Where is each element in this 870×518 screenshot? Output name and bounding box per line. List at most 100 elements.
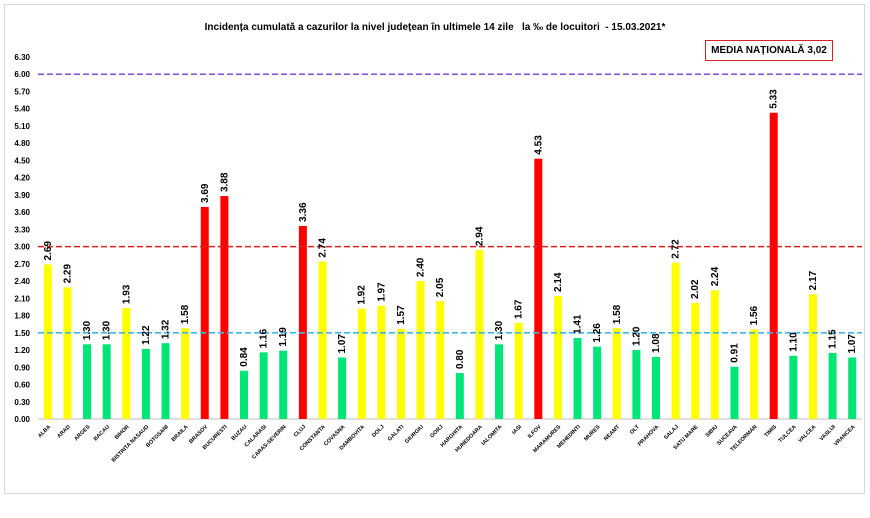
- data-label: 3.69: [200, 183, 211, 203]
- bar: [573, 337, 582, 419]
- chart-title: Incidența cumulată a cazurilor la nivel …: [204, 22, 666, 33]
- data-label: 1.20: [631, 326, 642, 346]
- bar: [593, 346, 602, 419]
- y-tick-label: 3.30: [14, 225, 30, 234]
- bar: [436, 301, 445, 419]
- bar: [259, 352, 268, 419]
- category-label: BUZAU: [231, 424, 249, 442]
- data-label: 3.36: [298, 202, 309, 222]
- category-label: ALBA: [37, 424, 52, 439]
- data-label: 1.93: [121, 284, 132, 304]
- data-label: 1.19: [278, 327, 289, 347]
- data-label: 5.33: [769, 89, 780, 109]
- y-tick-label: 3.00: [14, 243, 30, 252]
- category-label: ARAD: [56, 424, 71, 439]
- bar: [220, 196, 229, 419]
- data-label: 2.24: [710, 266, 721, 286]
- bar: [612, 328, 621, 419]
- data-label: 0.91: [729, 343, 740, 363]
- data-label: 1.15: [828, 329, 839, 349]
- category-label: CARAS-SEVERIN: [251, 424, 287, 460]
- bar: [279, 350, 288, 419]
- national-average-box: MEDIA NAȚIONALĂ 3,02: [705, 40, 833, 61]
- data-label: 1.56: [749, 305, 760, 325]
- data-label: 1.26: [592, 323, 603, 343]
- bar: [318, 261, 327, 419]
- category-label: GORJ: [429, 424, 444, 439]
- data-label: 2.69: [43, 241, 54, 261]
- data-label: 1.58: [612, 304, 623, 324]
- bar: [396, 328, 405, 419]
- y-tick-label: 3.90: [14, 191, 30, 200]
- data-label: 1.67: [514, 299, 525, 319]
- data-label: 2.74: [317, 238, 328, 258]
- bar: [181, 328, 190, 419]
- data-label: 0.84: [239, 347, 250, 367]
- category-label: ARGES: [73, 424, 91, 442]
- y-tick-label: 4.80: [14, 139, 30, 148]
- bar: [455, 373, 464, 419]
- data-label: 1.57: [396, 305, 407, 325]
- bar: [495, 344, 504, 419]
- category-label: MURES: [583, 424, 602, 443]
- data-label: 1.10: [788, 332, 799, 352]
- bar: [357, 308, 366, 419]
- data-label: 1.30: [82, 320, 93, 340]
- category-label: TIMIS: [764, 424, 779, 439]
- bar: [789, 355, 798, 419]
- bar: [691, 302, 700, 419]
- category-label: PRAHOVA: [637, 424, 660, 447]
- y-tick-label: 2.40: [14, 277, 30, 286]
- category-label: TULCEA: [778, 424, 798, 444]
- bar: [377, 305, 386, 419]
- bar: [338, 357, 347, 419]
- category-label: VALCEA: [797, 424, 817, 444]
- y-tick-label: 3.60: [14, 208, 30, 217]
- data-label: 2.17: [808, 270, 819, 290]
- bar: [240, 370, 248, 419]
- bar: [710, 290, 719, 419]
- data-label: 1.32: [161, 319, 172, 339]
- bar: [671, 262, 680, 419]
- data-label: 2.94: [474, 226, 485, 246]
- category-label: ILFOV: [527, 424, 543, 440]
- y-tick-label: 0.00: [14, 415, 30, 424]
- y-tick-label: 1.20: [14, 346, 30, 355]
- data-label: 1.08: [651, 333, 662, 353]
- bar: [632, 350, 641, 419]
- bar: [63, 287, 72, 419]
- category-label: SIBIU: [705, 424, 720, 439]
- category-label: VASLUI: [819, 424, 838, 443]
- category-label: IALOMITA: [481, 424, 504, 447]
- data-label: 2.72: [671, 239, 682, 259]
- data-label: 1.92: [357, 285, 368, 305]
- y-tick-label: 2.70: [14, 260, 30, 269]
- category-label: BISTRITA NASAUD: [111, 424, 150, 463]
- y-tick-label: 6.30: [14, 53, 30, 62]
- data-label: 2.29: [62, 264, 73, 284]
- data-label: 1.97: [376, 282, 387, 302]
- category-label: IASI: [511, 424, 523, 436]
- bar: [514, 323, 523, 419]
- data-label: 1.58: [180, 304, 191, 324]
- bar: [808, 294, 817, 419]
- bar: [848, 357, 857, 419]
- data-label: 3.88: [219, 172, 230, 192]
- y-tick-label: 5.70: [14, 87, 30, 96]
- y-tick-label: 5.10: [14, 122, 30, 131]
- data-label: 1.16: [259, 328, 270, 348]
- data-label: 2.14: [553, 272, 564, 292]
- data-label: 4.53: [533, 135, 544, 155]
- bar: [828, 352, 837, 419]
- bar: [534, 158, 543, 419]
- data-label: 1.30: [494, 320, 505, 340]
- category-label: BRAILA: [171, 424, 190, 443]
- category-label: SALAJ: [663, 424, 680, 441]
- bar: [416, 281, 425, 419]
- y-tick-label: 1.80: [14, 312, 30, 321]
- y-tick-label: 4.50: [14, 156, 30, 165]
- category-label: DOLJ: [371, 424, 386, 439]
- bar: [652, 356, 660, 419]
- category-label: VRANCEA: [833, 424, 856, 447]
- bar: [769, 112, 778, 419]
